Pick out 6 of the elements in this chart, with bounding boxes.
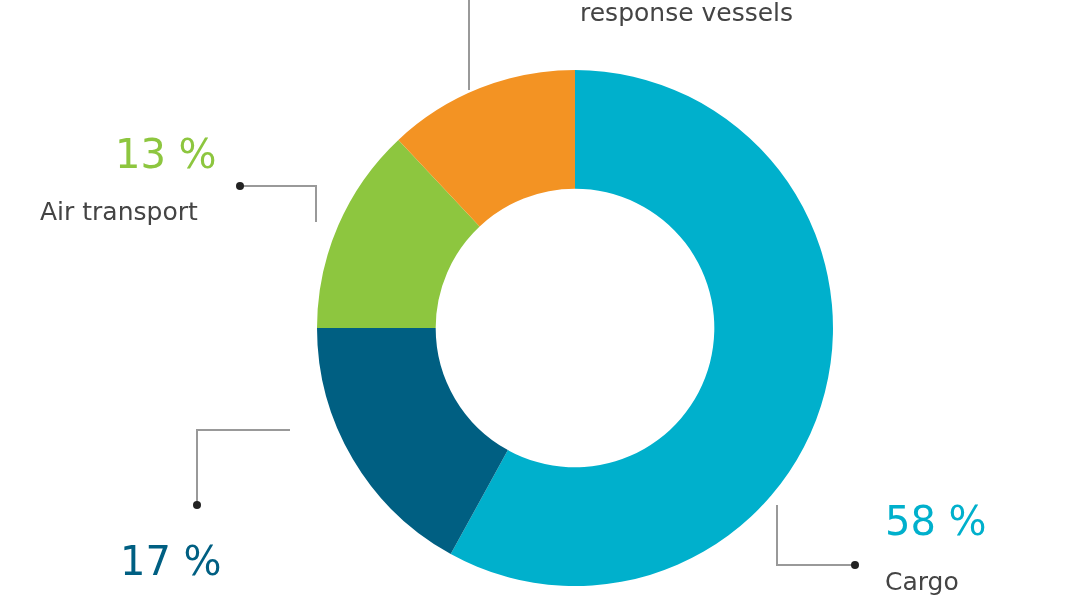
data-label: 58 % [885, 498, 987, 545]
slice-label: response vessels [580, 0, 794, 27]
data-label: 17 % [120, 538, 222, 585]
slice-label: Cargo [885, 566, 959, 596]
slice-label: Air transport [40, 196, 198, 226]
data-label: 13 % [115, 131, 217, 178]
